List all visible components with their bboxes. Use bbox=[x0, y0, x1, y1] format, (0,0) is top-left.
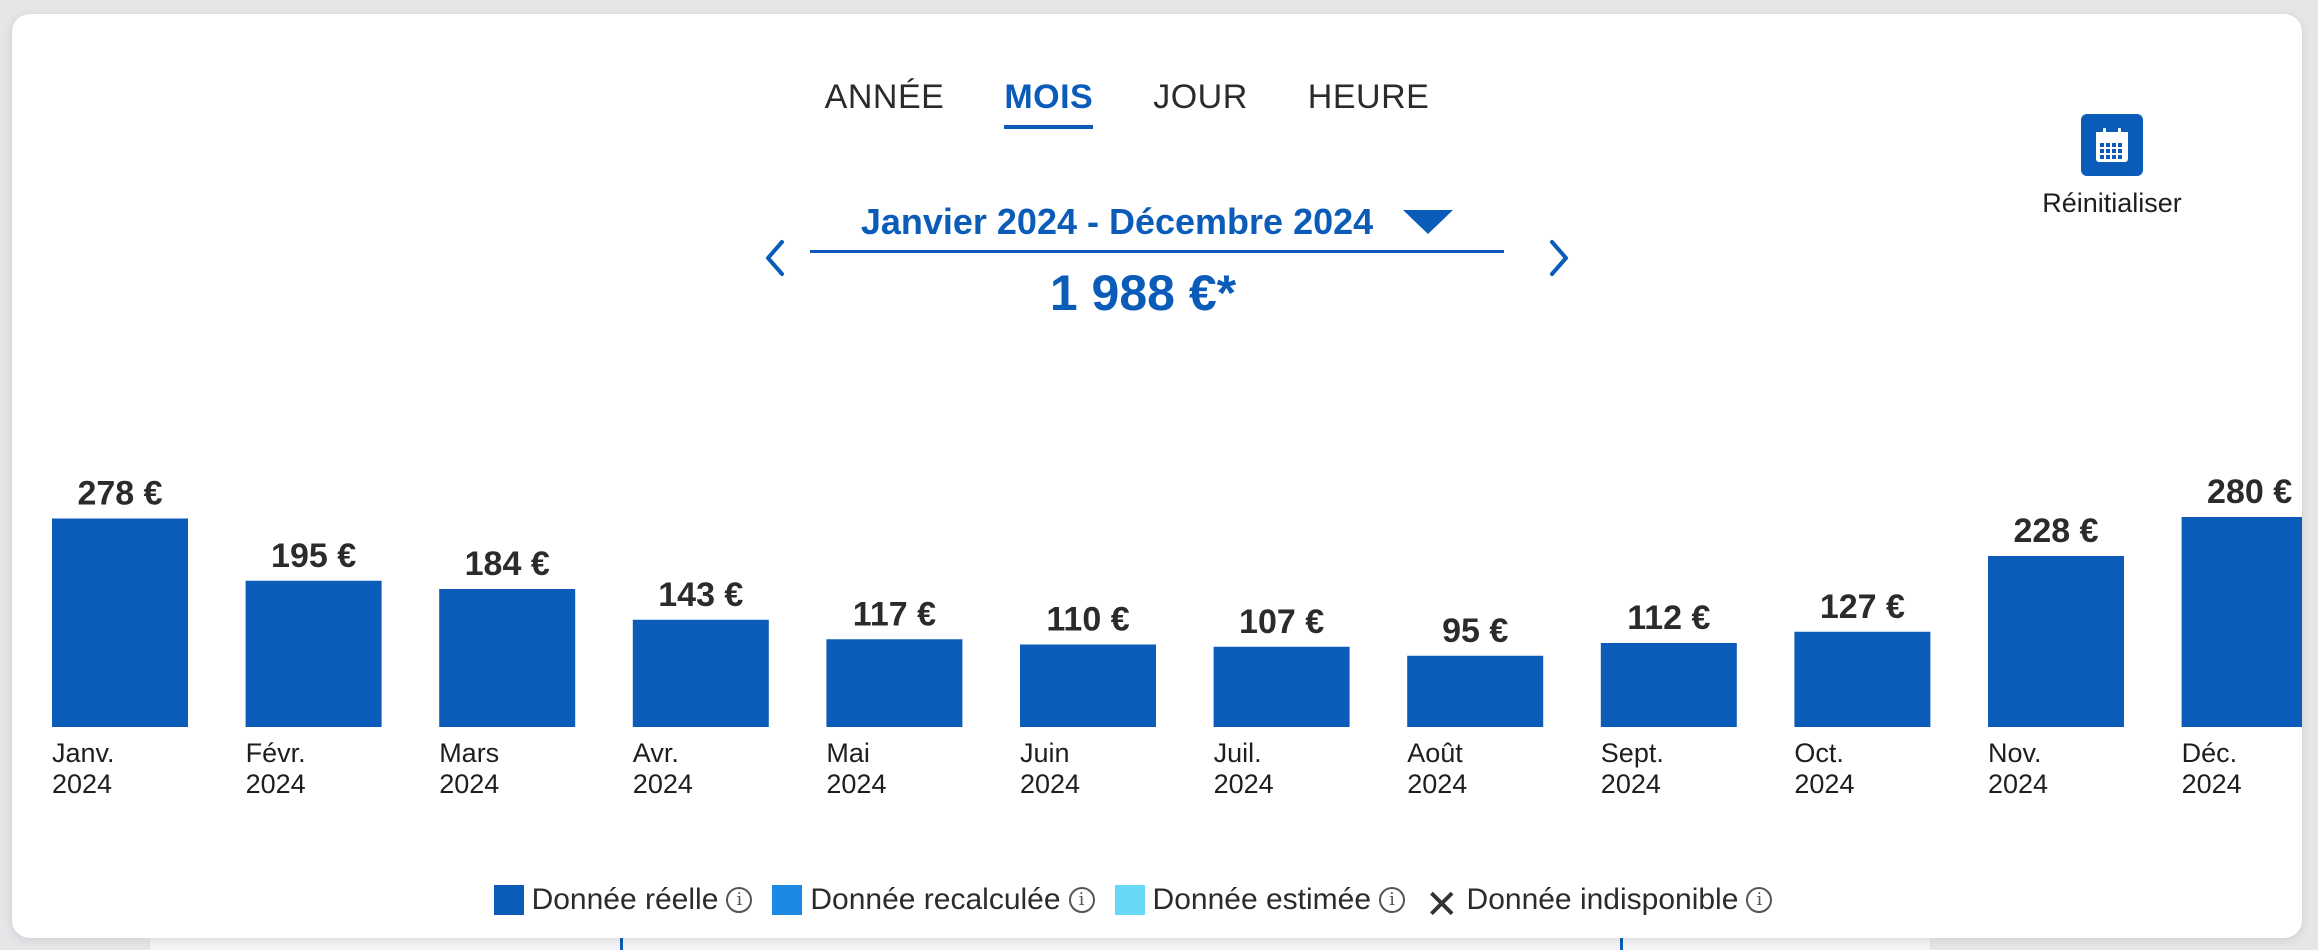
bar-value-label: 278 € bbox=[77, 475, 162, 513]
reset-label: Réinitialiser bbox=[2042, 188, 2182, 218]
bar-4[interactable] bbox=[826, 639, 963, 727]
bar-value-label: 280 € bbox=[2207, 473, 2292, 511]
calendar-icon bbox=[2081, 114, 2143, 176]
year-label: 2024 bbox=[439, 769, 499, 799]
legend-item-recalculated: Donnée recalculée i bbox=[772, 883, 1095, 917]
month-label: Mars bbox=[439, 738, 499, 768]
bar-value-label: 112 € bbox=[1627, 599, 1710, 637]
chevron-left-icon bbox=[766, 240, 784, 276]
legend-label-unavailable: Donnée indisponible bbox=[1466, 883, 1739, 916]
bar-3[interactable] bbox=[632, 619, 769, 727]
month-label: Févr. bbox=[246, 738, 306, 768]
bar-value-label: 95 € bbox=[1442, 612, 1508, 650]
year-label: 2024 bbox=[246, 769, 306, 799]
month-label: Oct. bbox=[1794, 738, 1844, 768]
period-total: 1 988 €* bbox=[1049, 265, 1237, 321]
chevron-right-icon bbox=[1550, 240, 1568, 276]
legend-swatch-recalculated bbox=[772, 885, 803, 915]
reset-button[interactable]: Réinitialiser bbox=[2032, 114, 2192, 219]
month-label: Janv. bbox=[52, 738, 115, 768]
legend-item-real: Donnée réelle i bbox=[493, 883, 753, 917]
tab-annee[interactable]: ANNÉE bbox=[824, 78, 945, 116]
bar-value-label: 228 € bbox=[2013, 512, 2098, 550]
legend-label-real: Donnée réelle bbox=[531, 883, 719, 916]
bar-11[interactable] bbox=[2181, 517, 2302, 727]
bar-value-label: 184 € bbox=[465, 545, 550, 583]
year-label: 2024 bbox=[1214, 769, 1274, 799]
legend: Donnée réelle i Donnée recalculée i Donn… bbox=[12, 872, 2278, 928]
legend-item-estimated: Donnée estimée i bbox=[1114, 883, 1406, 917]
year-label: 2024 bbox=[1407, 769, 1467, 799]
bar-5[interactable] bbox=[1020, 644, 1156, 728]
period-label: Janvier 2024 - Décembre 2024 bbox=[860, 201, 1374, 242]
caret-down-icon bbox=[1403, 210, 1454, 234]
bar-1[interactable] bbox=[245, 580, 382, 727]
month-label: Sept. bbox=[1601, 738, 1664, 768]
bar-7[interactable] bbox=[1407, 655, 1544, 727]
year-label: 2024 bbox=[52, 769, 112, 799]
year-label: 2024 bbox=[633, 769, 693, 799]
year-label: 2024 bbox=[826, 769, 886, 799]
year-label: 2024 bbox=[1794, 769, 1854, 799]
bar-8[interactable] bbox=[1600, 643, 1737, 727]
period-selector[interactable]: Janvier 2024 - Décembre 2024 bbox=[810, 194, 1504, 253]
month-label: Juin bbox=[1020, 738, 1070, 768]
next-period-button[interactable] bbox=[1538, 228, 1578, 288]
month-label: Déc. bbox=[2182, 738, 2238, 768]
month-label: Août bbox=[1407, 738, 1463, 768]
bar-10[interactable] bbox=[1988, 556, 2124, 727]
info-icon[interactable]: i bbox=[1379, 887, 1406, 913]
bar-value-label: 107 € bbox=[1239, 603, 1324, 641]
legend-label-recalculated: Donnée recalculée bbox=[810, 883, 1061, 916]
month-label: Mai bbox=[826, 738, 870, 768]
bar-0[interactable] bbox=[52, 518, 188, 728]
month-label: Juil. bbox=[1214, 738, 1262, 768]
bar-9[interactable] bbox=[1794, 631, 1931, 727]
tab-mois[interactable]: MOIS bbox=[1004, 78, 1094, 129]
bar-value-label: 117 € bbox=[853, 595, 936, 633]
month-label: Nov. bbox=[1988, 738, 2042, 768]
year-label: 2024 bbox=[1988, 769, 2048, 799]
bar-6[interactable] bbox=[1213, 646, 1350, 727]
legend-label-estimated: Donnée estimée bbox=[1152, 883, 1372, 916]
tab-heure[interactable]: HEURE bbox=[1307, 78, 1430, 116]
info-icon[interactable]: i bbox=[1068, 887, 1095, 913]
previous-period-button[interactable] bbox=[756, 228, 796, 288]
tab-jour[interactable]: JOUR bbox=[1153, 78, 1248, 116]
legend-item-unavailable: ✕ Donnée indisponible i bbox=[1425, 872, 1773, 928]
year-label: 2024 bbox=[1601, 769, 1661, 799]
bar-value-label: 195 € bbox=[271, 537, 356, 575]
bar-value-label: 127 € bbox=[1820, 588, 1905, 626]
bar-2[interactable] bbox=[439, 589, 576, 727]
cross-icon: ✕ bbox=[1425, 883, 1459, 927]
granularity-tabs: ANNÉE MOIS JOUR HEURE bbox=[12, 78, 2272, 129]
consumption-card: ANNÉE MOIS JOUR HEURE Réinitialiser bbox=[12, 14, 2302, 938]
legend-swatch-estimated bbox=[1114, 885, 1145, 915]
month-label: Avr. bbox=[633, 738, 679, 768]
year-label: 2024 bbox=[2182, 769, 2242, 799]
legend-swatch-real bbox=[493, 885, 524, 915]
bar-value-label: 143 € bbox=[658, 576, 743, 614]
bar-value-label: 110 € bbox=[1046, 601, 1129, 639]
info-icon[interactable]: i bbox=[726, 887, 753, 913]
year-label: 2024 bbox=[1020, 769, 1080, 799]
info-icon[interactable]: i bbox=[1746, 887, 1773, 913]
